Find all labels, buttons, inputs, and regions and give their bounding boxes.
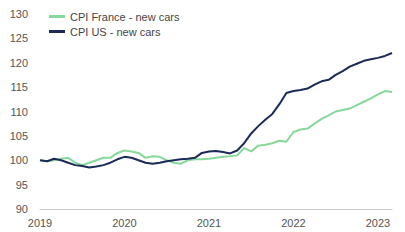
svg-text:130: 130 (10, 8, 28, 20)
svg-text:2019: 2019 (28, 217, 52, 229)
svg-text:110: 110 (10, 106, 28, 118)
svg-text:90: 90 (16, 203, 28, 215)
svg-text:2022: 2022 (281, 217, 305, 229)
svg-text:125: 125 (10, 32, 28, 44)
svg-text:2020: 2020 (112, 217, 136, 229)
svg-text:105: 105 (10, 130, 28, 142)
svg-text:115: 115 (10, 81, 28, 93)
svg-text:CPI US - new cars: CPI US - new cars (70, 26, 161, 38)
svg-text:2021: 2021 (197, 217, 221, 229)
svg-text:95: 95 (16, 179, 28, 191)
svg-text:2023: 2023 (366, 217, 390, 229)
svg-text:100: 100 (10, 154, 28, 166)
svg-text:CPI France - new cars: CPI France - new cars (70, 11, 180, 23)
svg-text:120: 120 (10, 57, 28, 69)
